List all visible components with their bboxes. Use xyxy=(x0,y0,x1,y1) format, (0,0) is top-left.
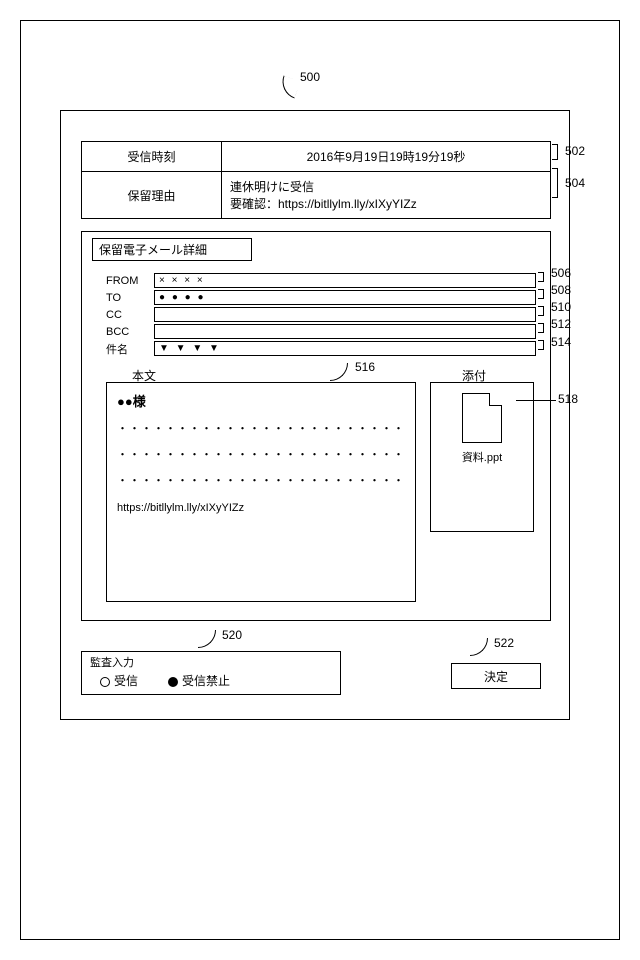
detail-panel: 保留電子メール詳細 FROM × × × × TO ● ● ● ● CC BCC… xyxy=(81,231,551,621)
bracket-502 xyxy=(552,144,558,160)
body-dotline-2: ・・・・・・・・・・・・・・・・・・・・・・・・・・・・・・・・・・・・・・・・ xyxy=(117,446,405,462)
header-fields: FROM × × × × TO ● ● ● ● CC BCC 件名 ▼ ▼ ▼ … xyxy=(106,272,536,357)
to-label: TO xyxy=(106,292,154,304)
row-hold-reason: 保留理由 連休明けに受信 要確認：https://bitllylm.lly/xI… xyxy=(82,172,551,219)
decide-button[interactable]: 決定 xyxy=(451,663,541,689)
ref-500: 500 xyxy=(300,70,320,84)
ref-516: 516 xyxy=(355,360,375,374)
file-icon xyxy=(462,393,502,443)
hold-reason-line1: 連休明けに受信 xyxy=(230,178,542,195)
radio-block[interactable]: 受信禁止 xyxy=(168,672,230,689)
field-bcc: BCC xyxy=(106,323,536,340)
body-dotline-1: ・・・・・・・・・・・・・・・・・・・・・・・・・・・・・・・・・・・・・・・・ xyxy=(117,420,405,436)
radio-filled-icon xyxy=(168,677,178,687)
from-value: × × × × xyxy=(154,273,536,288)
field-from: FROM × × × × xyxy=(106,272,536,289)
bcc-value xyxy=(154,324,536,339)
recv-time-value: 2016年9月19日19時19分19秒 xyxy=(222,142,551,172)
ref-522: 522 xyxy=(494,636,514,650)
radio-open-icon xyxy=(100,677,110,687)
subject-label: 件名 xyxy=(106,341,154,357)
attach-filename: 資料.ppt xyxy=(462,449,502,465)
attach-box: 資料.ppt xyxy=(430,382,534,532)
bracket-512 xyxy=(538,323,544,333)
lead-518 xyxy=(516,400,556,401)
bracket-508 xyxy=(538,289,544,299)
subject-value: ▼ ▼ ▼ ▼ xyxy=(154,341,536,356)
bracket-510 xyxy=(538,306,544,316)
field-subject: 件名 ▼ ▼ ▼ ▼ xyxy=(106,340,536,357)
ref-502: 502 xyxy=(565,144,585,158)
cc-label: CC xyxy=(106,309,154,321)
outer-panel: 受信時刻 2016年9月19日19時19分19秒 保留理由 連休明けに受信 要確… xyxy=(60,110,570,720)
body-box: ●●様 ・・・・・・・・・・・・・・・・・・・・・・・・・・・・・・・・・・・・… xyxy=(106,382,416,602)
ref-506: 506 xyxy=(551,266,571,280)
ref-518: 518 xyxy=(558,392,578,406)
hold-reason-line2: 要確認：https://bitllylm.lly/xIXyYIZz xyxy=(230,195,542,212)
to-value: ● ● ● ● xyxy=(154,290,536,305)
opt-block-label: 受信禁止 xyxy=(182,674,230,688)
from-label: FROM xyxy=(106,275,154,287)
field-to: TO ● ● ● ● xyxy=(106,289,536,306)
body-greeting: ●●様 xyxy=(117,391,405,410)
ref-514: 514 xyxy=(551,335,571,349)
ref-508: 508 xyxy=(551,283,571,297)
body-url: https://bitllylm.lly/xIXyYIZz xyxy=(117,502,405,514)
bracket-506 xyxy=(538,272,544,282)
ref-512: 512 xyxy=(551,317,571,331)
row-recv-time: 受信時刻 2016年9月19日19時19分19秒 xyxy=(82,142,551,172)
bracket-514 xyxy=(538,340,544,350)
cc-value xyxy=(154,307,536,322)
hold-reason-label: 保留理由 xyxy=(82,172,222,219)
recv-time-label: 受信時刻 xyxy=(82,142,222,172)
field-cc: CC xyxy=(106,306,536,323)
bcc-label: BCC xyxy=(106,326,154,338)
radio-receive[interactable]: 受信 xyxy=(100,672,138,689)
audit-options: 受信 受信禁止 xyxy=(100,672,332,689)
detail-header: 保留電子メール詳細 xyxy=(92,238,252,261)
bracket-504 xyxy=(552,168,558,198)
ref-504: 504 xyxy=(565,176,585,190)
audit-box: 監査入力 受信 受信禁止 xyxy=(81,651,341,695)
body-dotline-3: ・・・・・・・・・・・・・・・・・・・・・・・・・・・・・・・・・・・・・・・・ xyxy=(117,472,405,488)
opt-receive-label: 受信 xyxy=(114,674,138,688)
ref-510: 510 xyxy=(551,300,571,314)
ref-520: 520 xyxy=(222,628,242,642)
audit-title: 監査入力 xyxy=(90,654,332,670)
info-table: 受信時刻 2016年9月19日19時19分19秒 保留理由 連休明けに受信 要確… xyxy=(81,141,551,219)
hold-reason-value: 連休明けに受信 要確認：https://bitllylm.lly/xIXyYIZ… xyxy=(222,172,551,219)
